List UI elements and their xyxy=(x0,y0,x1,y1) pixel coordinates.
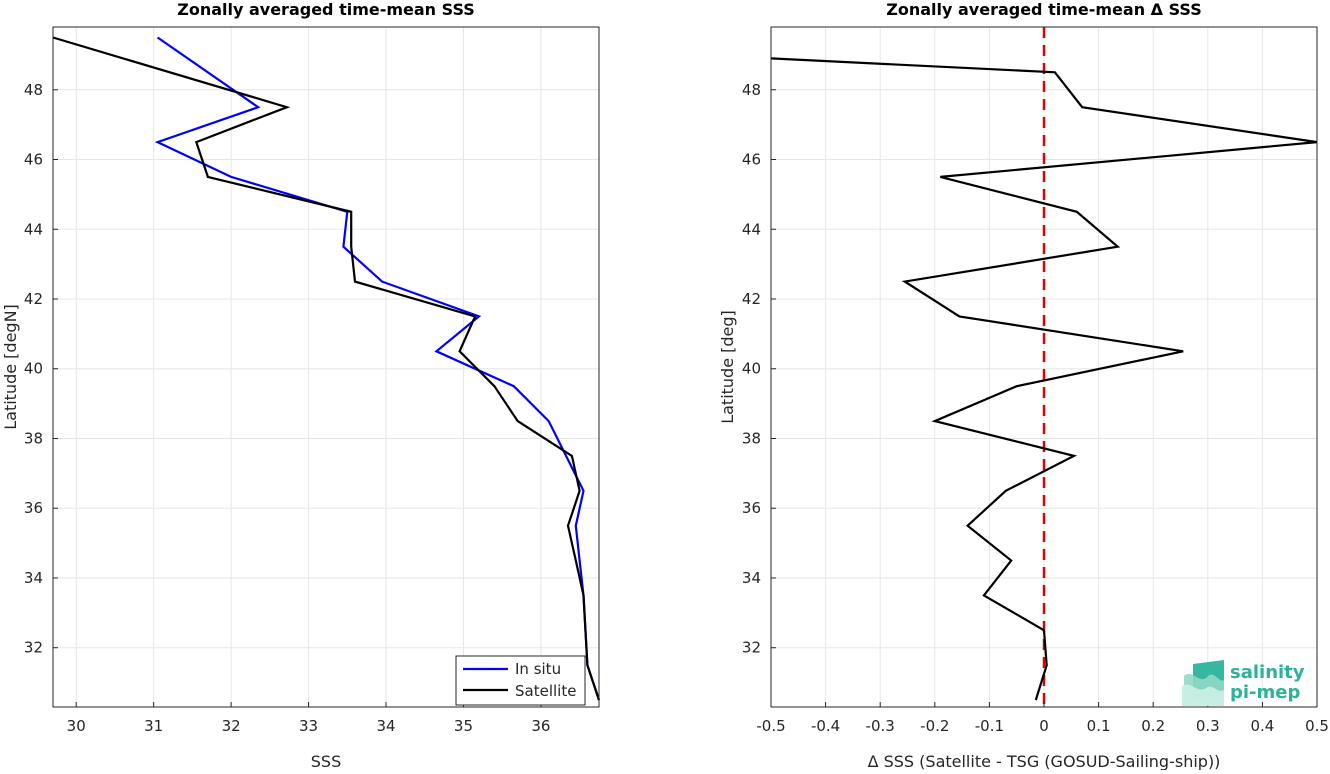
right-y-tick-label: 34 xyxy=(742,569,761,587)
left-series xyxy=(52,36,601,701)
left-series-line-satellite xyxy=(52,36,601,701)
right-y-tick-label: 42 xyxy=(742,290,761,308)
right-x-tick-label: -0.3 xyxy=(866,717,895,735)
left-chart-title: Zonally averaged time-mean SSS xyxy=(177,0,475,19)
left-y-tick-label: 32 xyxy=(24,639,43,657)
left-x-axis-label: SSS xyxy=(311,752,341,770)
left-grid xyxy=(53,27,599,707)
right-x-ticks: -0.5 -0.4 -0.3 -0.2 -0.1 0 0.1 0.2 0.3 0.4 0.5 xyxy=(756,702,1329,735)
left-y-tick-label: 44 xyxy=(24,220,43,238)
right-y-axis-label: Latitude [deg] xyxy=(718,310,737,424)
left-x-tick-label: 35 xyxy=(454,717,473,735)
logo-line-1: salinity xyxy=(1230,662,1305,683)
left-x-tick-label: 33 xyxy=(299,717,318,735)
left-x-tick-label: 32 xyxy=(222,717,241,735)
left-x-tick-label: 30 xyxy=(67,717,86,735)
right-x-tick-label: -0.5 xyxy=(756,717,785,735)
right-chart-title: Zonally averaged time-mean Δ SSS xyxy=(886,0,1202,19)
left-y-tick-label: 48 xyxy=(24,81,43,99)
right-y-tick-label: 36 xyxy=(742,499,761,517)
logo-wave-icon xyxy=(1182,660,1224,706)
right-series-line-delta-sss xyxy=(770,57,1318,701)
right-y-tick-label: 44 xyxy=(742,220,761,238)
left-y-axis-label: Latitude [degN] xyxy=(1,304,20,430)
right-x-tick-label: -0.4 xyxy=(811,717,840,735)
legend: In situ Satellite xyxy=(455,655,586,706)
left-y-ticks: 32 34 36 38 40 42 44 46 48 xyxy=(24,81,58,657)
logo-line-2: pi-mep xyxy=(1230,682,1300,703)
right-series xyxy=(770,57,1318,701)
right-y-tick-label: 40 xyxy=(742,360,761,378)
left-y-tick-label: 38 xyxy=(24,429,43,447)
right-x-tick-label: -0.2 xyxy=(920,717,949,735)
legend-label-in-situ: In situ xyxy=(515,660,561,678)
right-y-ticks: 32 34 36 38 40 42 44 46 48 xyxy=(742,81,776,657)
left-y-tick-label: 42 xyxy=(24,290,43,308)
right-x-tick-label: -0.1 xyxy=(975,717,1004,735)
left-axes-box xyxy=(52,26,600,708)
right-x-tick-label: 0.5 xyxy=(1305,717,1329,735)
right-x-axis-label: Δ SSS (Satellite - TSG (GOSUD-Sailing-sh… xyxy=(868,752,1221,770)
left-x-tick-label: 36 xyxy=(531,717,550,735)
left-y-tick-label: 46 xyxy=(24,151,43,169)
right-x-tick-label: 0.1 xyxy=(1087,717,1111,735)
left-x-ticks: 30 31 32 33 34 35 36 xyxy=(67,702,550,735)
right-y-tick-label: 38 xyxy=(742,429,761,447)
left-x-tick-label: 34 xyxy=(376,717,395,735)
legend-label-satellite: Satellite xyxy=(515,682,576,700)
right-y-tick-label: 46 xyxy=(742,151,761,169)
right-panel: -0.5 -0.4 -0.3 -0.2 -0.1 0 0.1 0.2 0.3 0.4 0.5 323… xyxy=(718,0,1329,771)
left-y-tick-label: 36 xyxy=(24,499,43,517)
right-x-tick-label: 0 xyxy=(1039,717,1049,735)
legend-box xyxy=(455,655,586,706)
left-y-tick-label: 40 xyxy=(24,360,43,378)
right-x-tick-label: 0.3 xyxy=(1196,717,1220,735)
left-x-tick-label: 31 xyxy=(144,717,163,735)
salinity-pi-mep-logo: salinity pi-mep xyxy=(1182,660,1305,706)
left-panel: 30 31 32 33 34 35 36 32 34 36 38 40 42 44 46 48 Zonall… xyxy=(1,0,601,771)
left-y-tick-label: 34 xyxy=(24,569,43,587)
right-y-tick-label: 48 xyxy=(742,81,761,99)
right-x-tick-label: 0.4 xyxy=(1250,717,1274,735)
left-series-line-in-situ xyxy=(154,36,601,701)
right-y-tick-label: 32 xyxy=(742,639,761,657)
right-x-tick-label: 0.2 xyxy=(1141,717,1165,735)
